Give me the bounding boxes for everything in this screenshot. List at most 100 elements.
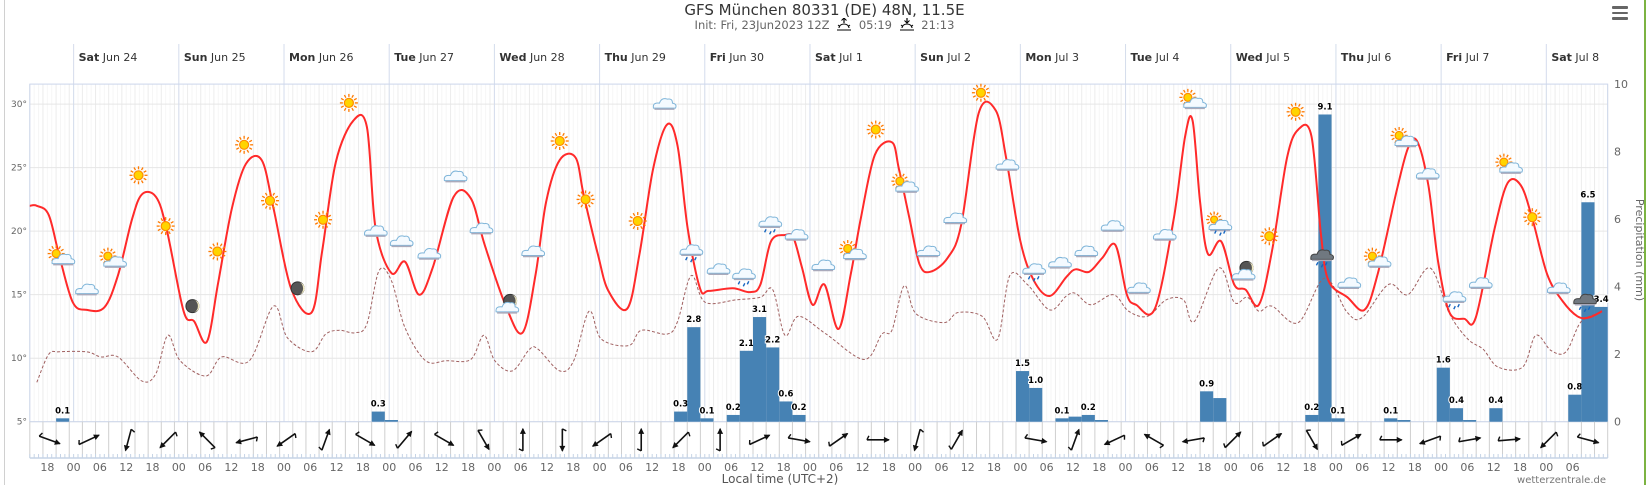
sun-ray [133, 180, 137, 184]
precipitation-data-label: 2.2 [765, 335, 780, 345]
arrow-barb [828, 441, 831, 447]
day-label: Wed Jul 5 [1236, 51, 1290, 64]
sun-ray [554, 145, 558, 150]
y-tick-label-precipitation: 8 [1614, 146, 1621, 159]
day-label-weekday: Mon [1025, 51, 1051, 64]
sun-ray [1300, 114, 1304, 117]
weather-sun-cloud-icon [1179, 88, 1207, 110]
cloud-shape [1415, 168, 1440, 179]
arrow-barb [1306, 429, 1311, 432]
sun-disc [975, 87, 987, 98]
precipitation-bar [371, 411, 385, 422]
sun-ray [580, 191, 584, 195]
sun-ray [1180, 99, 1184, 103]
sun-ray [1190, 89, 1193, 93]
sun-ray [632, 225, 636, 230]
sun-ray [261, 203, 266, 206]
hour-tick-label: 18 [671, 461, 685, 474]
hamburger-menu-icon[interactable] [1612, 6, 1628, 20]
sun-ray [588, 204, 591, 208]
precipitation-bar [1489, 408, 1503, 422]
day-label-weekday: Wed [499, 51, 526, 64]
day-label-date: Jul 7 [1462, 51, 1489, 64]
weather-cloud-icon [995, 159, 1020, 171]
sun-ray [1496, 164, 1500, 167]
precipitation-data-label: 3.1 [752, 305, 767, 315]
sun-ray [143, 177, 147, 181]
hour-tick-label: 06 [1566, 461, 1580, 474]
day-label-date: Jul 6 [1364, 51, 1391, 64]
day-label: Tue Jul 4 [1131, 51, 1180, 64]
precipitation-bar [1384, 418, 1398, 422]
weather-sun-icon [1523, 208, 1542, 227]
sun-ray [878, 134, 881, 138]
weather-cloud-icon [943, 212, 968, 225]
arrow-head [1540, 441, 1547, 449]
sun-ray [564, 135, 568, 139]
arrow-barb [1555, 431, 1559, 437]
cloud-shape [1499, 162, 1523, 173]
sun-ray [972, 87, 977, 91]
sun-ray [317, 211, 321, 215]
sun-ray [351, 107, 354, 112]
rain-drop [1214, 230, 1217, 234]
y-tick-label-precipitation: 4 [1614, 281, 1621, 294]
sun-ray [222, 253, 226, 257]
wind-direction-arrow-icon [235, 436, 259, 445]
arrow-head [1235, 431, 1242, 438]
hour-tick-label: 18 [1303, 461, 1317, 474]
sun-ray [1287, 114, 1291, 117]
weather-moon-icon [290, 281, 305, 296]
wind-direction-arrow-icon [1223, 431, 1242, 449]
day-label: Sat Jul 1 [815, 51, 863, 64]
precipitation-bar [1594, 306, 1608, 422]
sunrise-time: 05:19 [858, 18, 892, 32]
day-label: Thu Jul 6 [1341, 51, 1391, 64]
day-label-weekday: Fri [710, 51, 726, 64]
rain-drop [746, 281, 750, 285]
arrow-barb [1159, 444, 1164, 449]
day-label-date: Jun 24 [99, 51, 137, 64]
precipitation-bar [1200, 391, 1214, 422]
rain-drop [1315, 262, 1319, 266]
arrow-barb [477, 429, 483, 432]
day-label: Tue Jun 27 [394, 51, 454, 64]
precipitation-data-label: 0.2 [1081, 403, 1096, 413]
weather-cloud-icon [1127, 282, 1151, 295]
sun-ray [852, 243, 856, 247]
sun-ray [1374, 248, 1378, 252]
weather-thunder-rain-icon [1310, 249, 1334, 268]
hour-tick-label: 00 [698, 461, 712, 474]
precipitation-data-label: 1.5 [1015, 359, 1030, 369]
cloud-shape [943, 212, 968, 223]
sun-ray [842, 240, 846, 245]
sun-disc [1499, 157, 1509, 167]
sun-disc [1290, 106, 1301, 117]
precipitation-data-label: 0.6 [778, 389, 793, 399]
arrow-barb [687, 431, 691, 437]
wind-direction-arrow-icon [518, 427, 526, 452]
sun-ray [554, 132, 558, 137]
sun-ray [48, 248, 52, 252]
arrow-head [1418, 439, 1426, 445]
arrow-head [406, 430, 413, 438]
wind-direction-arrow-icon [38, 432, 61, 445]
precipitation-data-label: 6.5 [1580, 190, 1595, 200]
y-tick-label-temperature: 20° [11, 227, 27, 237]
cloud-shape [1208, 219, 1233, 231]
weather-sun-cloud-icon [839, 240, 867, 261]
rain-drop [1583, 308, 1587, 313]
hour-tick-label: 06 [1460, 461, 1474, 474]
sun-ray [1298, 116, 1301, 120]
rain-drop [694, 256, 697, 261]
chart-title: GFS München 80331 (DE) 48N, 11.5E [684, 1, 965, 19]
arrow-barb [174, 431, 178, 437]
hour-tick-label: 12 [1276, 461, 1290, 474]
sun-ray [577, 201, 581, 205]
weather-cloud-icon [706, 263, 731, 276]
weather-sun-icon [235, 135, 254, 154]
credit-text[interactable]: wetterzentrale.de [1517, 475, 1606, 485]
sun-ray [100, 251, 104, 254]
sun-ray [340, 105, 345, 108]
precipitation-bar [384, 420, 398, 422]
